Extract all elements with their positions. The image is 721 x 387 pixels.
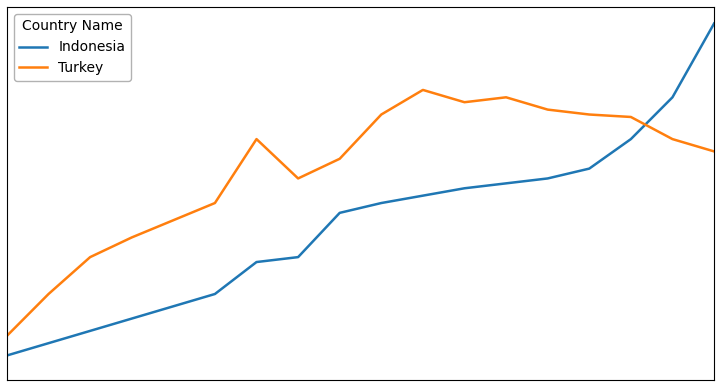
Turkey	[709, 149, 718, 154]
Turkey	[544, 107, 552, 112]
Indonesia	[419, 194, 428, 198]
Turkey	[44, 292, 53, 296]
Indonesia	[3, 353, 12, 358]
Indonesia	[544, 176, 552, 181]
Indonesia	[502, 181, 510, 186]
Turkey	[460, 100, 469, 104]
Indonesia	[128, 316, 136, 321]
Indonesia	[585, 166, 593, 171]
Turkey	[3, 334, 12, 338]
Indonesia	[460, 186, 469, 190]
Turkey	[86, 255, 94, 259]
Turkey	[335, 156, 344, 161]
Indonesia	[668, 95, 677, 99]
Turkey	[377, 112, 386, 117]
Indonesia	[44, 341, 53, 346]
Turkey	[252, 137, 261, 141]
Turkey	[585, 112, 593, 117]
Turkey	[419, 87, 428, 92]
Indonesia	[627, 137, 635, 141]
Indonesia	[169, 304, 177, 308]
Indonesia	[86, 329, 94, 333]
Indonesia	[211, 292, 219, 296]
Turkey	[169, 218, 177, 223]
Turkey	[293, 176, 302, 181]
Turkey	[502, 95, 510, 99]
Indonesia	[709, 21, 718, 26]
Line: Indonesia: Indonesia	[7, 24, 714, 356]
Turkey	[211, 201, 219, 205]
Legend: Indonesia, Turkey: Indonesia, Turkey	[14, 14, 131, 81]
Turkey	[128, 235, 136, 240]
Indonesia	[377, 201, 386, 205]
Indonesia	[252, 260, 261, 264]
Indonesia	[293, 255, 302, 259]
Turkey	[627, 115, 635, 119]
Turkey	[668, 137, 677, 141]
Indonesia	[335, 211, 344, 215]
Line: Turkey: Turkey	[7, 90, 714, 336]
